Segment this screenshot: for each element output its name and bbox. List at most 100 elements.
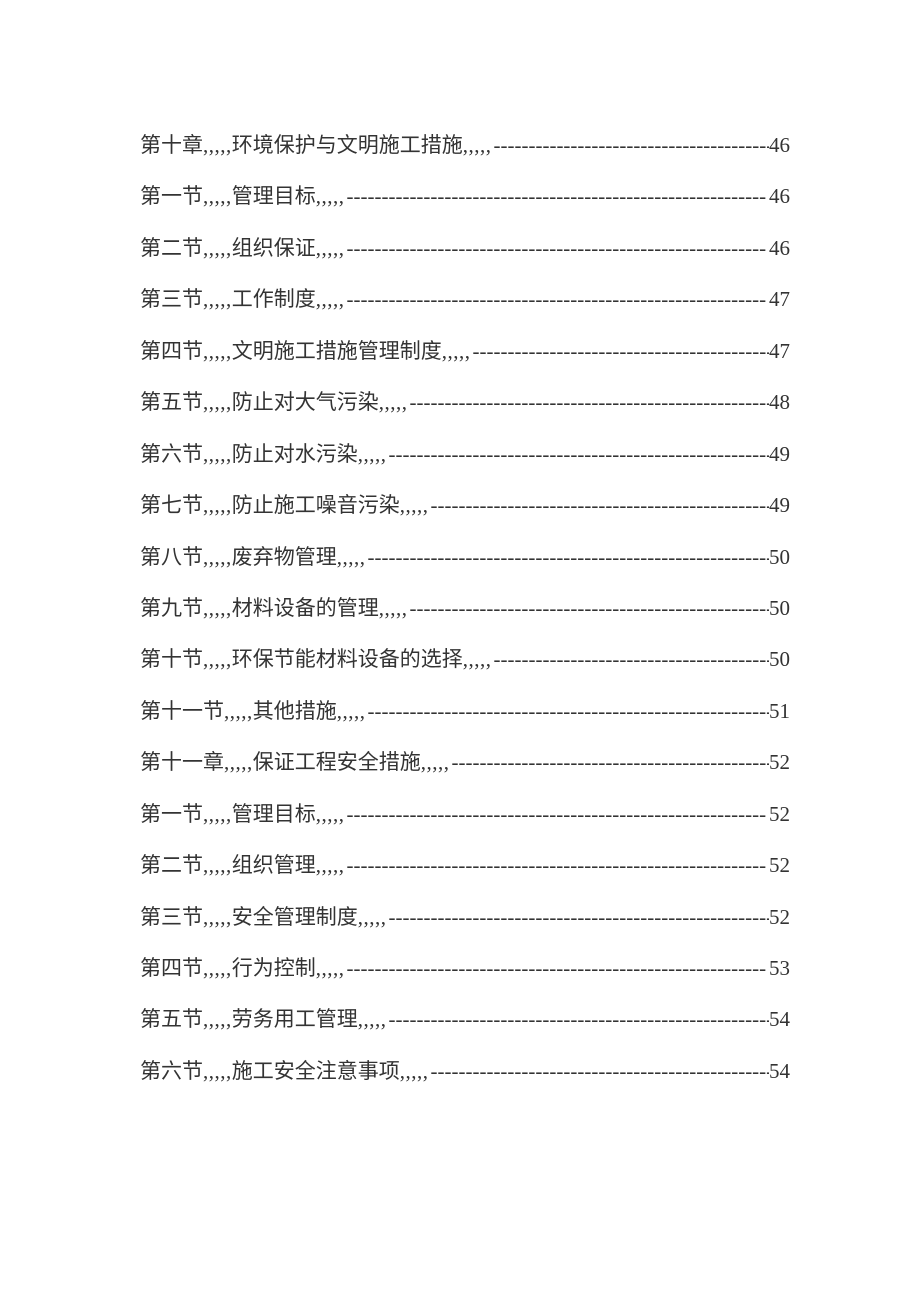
toc-separator: ,,,,, [224, 686, 253, 737]
toc-leader: ----------------------------------------… [387, 994, 770, 1045]
toc-separator: ,,,,, [316, 789, 345, 840]
toc-label: 第三节 [140, 274, 203, 325]
toc-separator: ,,,,, [421, 737, 450, 788]
toc-separator: ,,,,, [203, 840, 232, 891]
toc-separator: ,,,,, [203, 171, 232, 222]
toc-separator: ,,,,, [337, 532, 366, 583]
toc-leader: ----------------------------------------… [345, 171, 770, 222]
toc-entry: 第三节,,,,,工作制度,,,,, ----------------------… [140, 274, 790, 325]
toc-label: 第三节 [140, 892, 203, 943]
toc-separator: ,,,,, [358, 429, 387, 480]
toc-separator: ,,,,, [203, 994, 232, 1045]
toc-leader: ----------------------------------------… [492, 634, 770, 685]
toc-page-number: 52 [769, 789, 790, 840]
toc-page-number: 48 [769, 377, 790, 428]
toc-title: 材料设备的管理 [232, 583, 379, 634]
toc-entry: 第七节,,,,,防止施工噪音污染,,,,, ------------------… [140, 480, 790, 531]
toc-title: 防止对水污染 [232, 429, 358, 480]
toc-page-number: 52 [769, 840, 790, 891]
toc-page-number: 54 [769, 1046, 790, 1097]
toc-page-number: 47 [769, 274, 790, 325]
toc-label: 第五节 [140, 377, 203, 428]
toc-separator: ,,,,, [203, 223, 232, 274]
toc-page-number: 46 [769, 171, 790, 222]
toc-title: 其他措施 [253, 686, 337, 737]
toc-title: 工作制度 [232, 274, 316, 325]
toc-title: 组织管理 [232, 840, 316, 891]
toc-label: 第九节 [140, 583, 203, 634]
toc-separator: ,,,,, [400, 1046, 429, 1097]
toc-entry: 第一节,,,,,管理目标,,,,, ----------------------… [140, 789, 790, 840]
toc-entry: 第五节,,,,,防止对大气污染,,,,, -------------------… [140, 377, 790, 428]
toc-entry: 第八节,,,,,废弃物管理,,,,, ---------------------… [140, 532, 790, 583]
toc-leader: ----------------------------------------… [366, 686, 770, 737]
toc-separator: ,,,,, [400, 480, 429, 531]
toc-title: 安全管理制度 [232, 892, 358, 943]
toc-label: 第十节 [140, 634, 203, 685]
toc-entry: 第十节,,,,,环保节能材料设备的选择,,,,, ---------------… [140, 634, 790, 685]
toc-separator: ,,,,, [203, 377, 232, 428]
toc-title: 防止对大气污染 [232, 377, 379, 428]
toc-separator: ,,,,, [316, 171, 345, 222]
toc-leader: ----------------------------------------… [429, 480, 770, 531]
toc-leader: ----------------------------------------… [387, 892, 770, 943]
toc-separator: ,,,,, [203, 326, 232, 377]
toc-leader: ----------------------------------------… [345, 274, 770, 325]
toc-entry: 第十章,,,,,环境保护与文明施工措施,,,,, ---------------… [140, 120, 790, 171]
toc-separator: ,,,,, [316, 943, 345, 994]
toc-title: 劳务用工管理 [232, 994, 358, 1045]
toc-leader: ----------------------------------------… [450, 737, 770, 788]
toc-separator: ,,,,, [203, 120, 232, 171]
toc-label: 第四节 [140, 943, 203, 994]
toc-page-number: 46 [769, 223, 790, 274]
toc-entry: 第三节,,,,,安全管理制度,,,,, --------------------… [140, 892, 790, 943]
toc-page-number: 47 [769, 326, 790, 377]
toc-title: 组织保证 [232, 223, 316, 274]
toc-page-number: 46 [769, 120, 790, 171]
toc-entry: 第六节,,,,,施工安全注意事项,,,,, ------------------… [140, 1046, 790, 1097]
toc-separator: ,,,,, [316, 274, 345, 325]
toc-leader: ----------------------------------------… [345, 943, 770, 994]
toc-title: 文明施工措施管理制度 [232, 326, 442, 377]
toc-entry: 第四节,,,,,行为控制,,,,, ----------------------… [140, 943, 790, 994]
toc-separator: ,,,,, [203, 480, 232, 531]
toc-label: 第四节 [140, 326, 203, 377]
toc-separator: ,,,,, [203, 532, 232, 583]
toc-separator: ,,,,, [203, 274, 232, 325]
toc-label: 第十一节 [140, 686, 224, 737]
toc-label: 第七节 [140, 480, 203, 531]
toc-leader: ----------------------------------------… [471, 326, 770, 377]
toc-label: 第五节 [140, 994, 203, 1045]
toc-label: 第十章 [140, 120, 203, 171]
toc-page-number: 51 [769, 686, 790, 737]
toc-title: 管理目标 [232, 789, 316, 840]
toc-entry: 第一节,,,,,管理目标,,,,, ----------------------… [140, 171, 790, 222]
table-of-contents: 第十章,,,,,环境保护与文明施工措施,,,,, ---------------… [140, 120, 790, 1097]
toc-entry: 第九节,,,,,材料设备的管理,,,,, -------------------… [140, 583, 790, 634]
toc-leader: ----------------------------------------… [345, 789, 770, 840]
toc-leader: ----------------------------------------… [387, 429, 770, 480]
toc-separator: ,,,,, [337, 686, 366, 737]
toc-title: 环保节能材料设备的选择 [232, 634, 463, 685]
toc-label: 第八节 [140, 532, 203, 583]
toc-separator: ,,,,, [203, 943, 232, 994]
toc-page-number: 50 [769, 583, 790, 634]
toc-separator: ,,,,, [203, 583, 232, 634]
toc-leader: ----------------------------------------… [345, 840, 770, 891]
toc-leader: ----------------------------------------… [408, 377, 770, 428]
toc-title: 防止施工噪音污染 [232, 480, 400, 531]
toc-separator: ,,,,, [316, 223, 345, 274]
toc-entry: 第十一章,,,,,保证工程安全措施,,,,, -----------------… [140, 737, 790, 788]
toc-separator: ,,,,, [316, 840, 345, 891]
toc-leader: ----------------------------------------… [345, 223, 770, 274]
toc-entry: 第六节,,,,,防止对水污染,,,,, --------------------… [140, 429, 790, 480]
toc-page-number: 53 [769, 943, 790, 994]
toc-leader: ----------------------------------------… [492, 120, 770, 171]
toc-title: 废弃物管理 [232, 532, 337, 583]
toc-separator: ,,,,, [203, 892, 232, 943]
toc-label: 第一节 [140, 171, 203, 222]
toc-separator: ,,,,, [224, 737, 253, 788]
toc-page-number: 52 [769, 737, 790, 788]
toc-label: 第二节 [140, 840, 203, 891]
toc-leader: ----------------------------------------… [366, 532, 770, 583]
